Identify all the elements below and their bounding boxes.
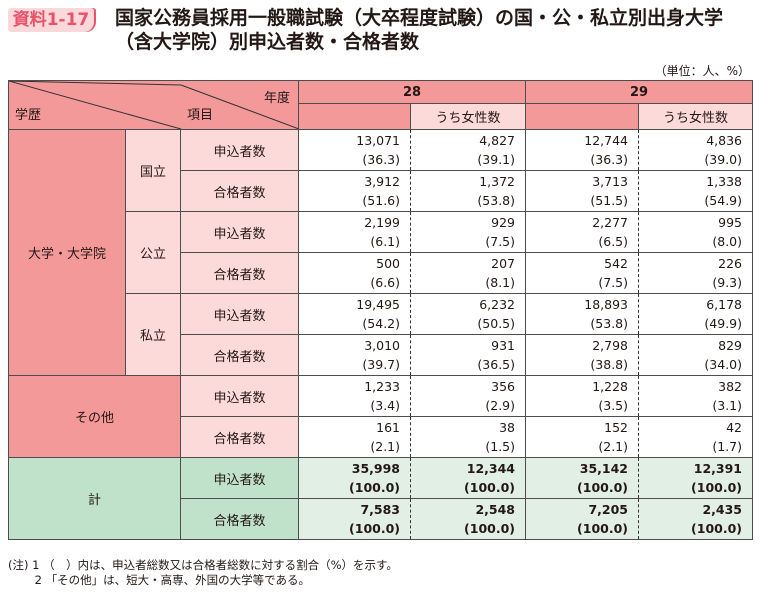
cell-value: 13,071 (36.3) xyxy=(298,129,412,171)
item-passers: 合格者数 xyxy=(179,334,300,376)
cell-value: 2,199 (6.1) xyxy=(298,211,412,253)
cell-value: 3,713 (51.5) xyxy=(525,170,640,212)
footnote-1: (注) 1 （ ）内は、申込者総数又は合格者総数に対する割合（%）を示す。 xyxy=(8,558,398,572)
group-other: その他 xyxy=(8,375,181,458)
table-row: 計 申込者数 35,998 (100.0) 12,344 (100.0) 35,14… xyxy=(8,457,754,540)
item-applicants: 申込者数 xyxy=(179,375,300,417)
item-applicants: 申込者数 xyxy=(179,129,300,171)
education-axis-label: 学歴 xyxy=(15,108,42,123)
cell-value: 1,372 (53.8) xyxy=(410,170,527,212)
footnote-2: 2 「その他」は、短大・高専、外国の大学等である。 xyxy=(8,573,311,587)
cell-value: 500 (6.6) xyxy=(298,252,412,294)
cell-value: 1,233 (3.4) xyxy=(298,375,412,417)
cell-value: 1,228 (3.5) xyxy=(525,375,640,417)
cell-value: 7,205 (100.0) xyxy=(525,498,640,540)
year-axis-label: 年度 xyxy=(264,91,291,106)
cell-value: 931 (36.5) xyxy=(410,334,527,376)
item-applicants: 申込者数 xyxy=(179,457,300,499)
item-axis-label: 項目 xyxy=(187,108,214,123)
group-total: 計 xyxy=(8,457,181,540)
item-passers: 合格者数 xyxy=(179,170,300,212)
cell-value: 542 (7.5) xyxy=(525,252,640,294)
cell-value: 12,391 (100.0) xyxy=(638,457,754,499)
cell-value: 829 (34.0) xyxy=(638,334,754,376)
cell-value: 2,277 (6.5) xyxy=(525,211,640,253)
footnotes: (注) 1 （ ）内は、申込者総数又は合格者総数に対する割合（%）を示す。 2 … xyxy=(8,558,398,588)
table-row: 合格者数 3,912 (51.6) 1,372 (53.8) 3,713 (51.5)… xyxy=(9,170,754,212)
cell-value: 382 (3.1) xyxy=(638,375,754,417)
cell-value: 4,827 (39.1) xyxy=(410,129,527,171)
item-passers: 合格者数 xyxy=(179,416,300,458)
cell-value: 1,338 (54.9) xyxy=(638,170,754,212)
cell-value: 18,893 (53.8) xyxy=(525,293,640,335)
cell-value: 4,836 (39.0) xyxy=(638,129,754,171)
cell-value: 6,232 (50.5) xyxy=(410,293,527,335)
cell-value: 3,010 (39.7) xyxy=(298,334,412,376)
cell-value: 12,744 (36.3) xyxy=(525,129,640,171)
item-passers: 合格者数 xyxy=(179,252,300,294)
subgroup-public: 公立 xyxy=(125,211,181,294)
table-row: 私立 申込者数 19,495 (54.2) 6,232 (50.5) 18,893(… xyxy=(9,293,754,376)
cell-value: 207 (8.1) xyxy=(410,252,527,294)
year-29-female-subheader: うち女性数 xyxy=(638,103,754,130)
cell-value: 38 (1.5) xyxy=(410,416,527,458)
table-row: その他 申込者数 1,233 (3.4) 356 (2.9) 1,228 (3.5) … xyxy=(8,375,754,458)
table-row: 大学・大学院 国立 申込者数 13,071 (36.3) 4,827 (39.1) … xyxy=(8,129,754,376)
unit-label: （単位：人、%） xyxy=(654,64,750,78)
table-row: 合格者数 7,583 (100.0) 2,548 (100.0) 7,205 (100… xyxy=(9,498,754,540)
table-row: 合格者数 3,010 (39.7) 931 (36.5) 2,798 (38.8) 8… xyxy=(9,334,754,376)
item-applicants: 申込者数 xyxy=(179,211,300,253)
cell-value: 161 (2.1) xyxy=(298,416,412,458)
cell-value: 2,798 (38.8) xyxy=(525,334,640,376)
year-header-29: 29 xyxy=(525,80,754,104)
subgroup-national: 国立 xyxy=(125,129,181,212)
cell-value: 152 (2.1) xyxy=(525,416,640,458)
item-applicants: 申込者数 xyxy=(179,293,300,335)
cell-value: 35,142 (100.0) xyxy=(525,457,640,499)
cell-value: 42 (1.7) xyxy=(638,416,754,458)
cell-value: 19,495 (54.2) xyxy=(298,293,412,335)
cell-value: 6,178 (49.9) xyxy=(638,293,754,335)
cell-value: 35,998 (100.0) xyxy=(298,457,412,499)
year-header-28: 28 xyxy=(298,80,527,104)
applicants-table: 年度 学歴 項目 28 29 うち女性数 うち女性数 大学・大学院 国立 申込者… xyxy=(7,80,754,540)
diagonal-lines-icon xyxy=(9,81,299,129)
cell-value: 2,435 (100.0) xyxy=(638,498,754,540)
cell-value: 2,548 (100.0) xyxy=(410,498,527,540)
cell-value: 226 (9.3) xyxy=(638,252,754,294)
cell-value: 12,344 (100.0) xyxy=(410,457,527,499)
header-corner-cell: 年度 学歴 項目 xyxy=(7,80,300,130)
group-university: 大学・大学院 xyxy=(8,129,126,376)
cell-value: 929 (7.5) xyxy=(410,211,527,253)
year-28-total-subheader xyxy=(298,103,412,130)
cell-value: 7,583 (100.0) xyxy=(298,498,412,540)
subgroup-private: 私立 xyxy=(125,293,181,376)
cell-value: 995 (8.0) xyxy=(638,211,754,253)
cell-value: 356 (2.9) xyxy=(410,375,527,417)
item-passers: 合格者数 xyxy=(179,498,300,540)
cell-value: 3,912 (51.6) xyxy=(298,170,412,212)
page-title: 国家公務員採用一般職試験（大卒程度試験）の国・公・私立別出身大学（含大学院）別申… xyxy=(115,7,724,53)
year-28-female-subheader: うち女性数 xyxy=(410,103,527,130)
figure-number-badge: 資料1-17 xyxy=(8,8,94,32)
year-29-total-subheader xyxy=(525,103,640,130)
